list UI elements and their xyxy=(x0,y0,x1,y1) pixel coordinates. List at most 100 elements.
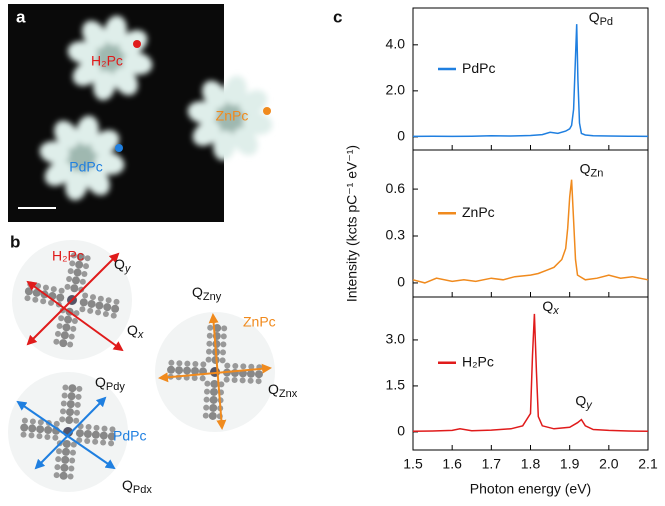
atom xyxy=(84,430,92,438)
x-tick-label: 1.6 xyxy=(442,456,462,472)
transition-label: Qx xyxy=(127,322,144,341)
tip-dot xyxy=(133,40,141,48)
atom xyxy=(167,366,175,374)
atom xyxy=(210,380,218,388)
molecule-label: ZnPc xyxy=(243,314,276,330)
spectrum-line xyxy=(413,24,648,136)
y-tick-label: 0.6 xyxy=(386,180,406,196)
atom xyxy=(28,424,36,432)
atom xyxy=(79,306,85,312)
atom xyxy=(76,394,82,400)
x-tick-label: 1.7 xyxy=(482,456,502,472)
atom xyxy=(70,326,76,332)
atom xyxy=(52,435,58,441)
sub: Zn xyxy=(591,168,604,180)
atom xyxy=(103,311,109,317)
sub: x xyxy=(137,329,144,341)
atom xyxy=(111,313,117,319)
plot-frame xyxy=(413,297,648,450)
atom xyxy=(255,370,263,378)
atom xyxy=(220,357,226,363)
atom xyxy=(102,426,108,432)
atom xyxy=(75,402,81,408)
atom xyxy=(68,473,74,479)
atom xyxy=(55,331,61,337)
atom xyxy=(82,293,88,299)
atom xyxy=(54,421,60,427)
atom xyxy=(224,363,230,369)
atom xyxy=(36,433,42,439)
atom xyxy=(74,410,80,416)
atom xyxy=(55,456,61,462)
x-tick-label: 2.1 xyxy=(638,456,658,472)
molecule-label: H₂Pc xyxy=(91,53,123,69)
atom xyxy=(95,302,103,310)
direction-label: [100] xyxy=(241,51,271,77)
y-tick-label: 0 xyxy=(397,423,405,439)
atom xyxy=(59,339,67,347)
atom xyxy=(68,466,74,472)
spectrum-line xyxy=(413,180,648,283)
atom xyxy=(100,440,106,446)
y-tick-label: 3.0 xyxy=(386,331,406,347)
atom xyxy=(256,378,262,384)
atom xyxy=(88,300,96,308)
tip-dot xyxy=(115,144,123,152)
atom xyxy=(207,333,213,339)
x-tick-label: 2.0 xyxy=(599,456,619,472)
atom xyxy=(66,276,72,282)
atom xyxy=(30,418,36,424)
tip-dot xyxy=(263,107,271,115)
atom xyxy=(210,388,218,396)
y-tick-label: 0.3 xyxy=(386,227,406,243)
peak-label: QPd xyxy=(589,9,613,28)
q: Q xyxy=(580,160,591,176)
atom xyxy=(86,424,92,430)
sub: Pd xyxy=(600,16,613,28)
atom xyxy=(209,412,217,420)
atom xyxy=(28,432,34,438)
atom xyxy=(62,448,70,456)
atom xyxy=(64,316,72,324)
q: Q xyxy=(268,381,279,397)
legend-label: ZnPc xyxy=(462,204,495,220)
molecule-label: PdPc xyxy=(113,428,146,444)
atom xyxy=(103,303,111,311)
peak-label: Qy xyxy=(575,392,593,411)
atom xyxy=(183,367,191,375)
q: Q xyxy=(542,298,553,314)
transition-label: QZnx xyxy=(268,381,298,400)
sub: y xyxy=(124,263,132,275)
atom xyxy=(68,392,76,400)
atom xyxy=(204,397,210,403)
plot-frame xyxy=(413,8,648,150)
atom xyxy=(25,287,33,295)
atom xyxy=(68,384,76,392)
atom xyxy=(69,334,75,340)
atom xyxy=(57,323,63,329)
atom xyxy=(43,285,49,291)
atom xyxy=(53,339,59,345)
atom xyxy=(80,298,88,306)
atom xyxy=(63,440,71,448)
atom xyxy=(206,349,212,355)
atom xyxy=(60,408,66,414)
atom xyxy=(175,366,183,374)
atom xyxy=(95,309,101,315)
atom xyxy=(232,377,238,383)
atom xyxy=(210,396,218,404)
atom xyxy=(62,392,68,398)
atom xyxy=(87,308,93,314)
atom xyxy=(74,269,82,277)
atom xyxy=(56,294,64,302)
panel-label: c xyxy=(333,7,342,26)
atom xyxy=(220,341,226,347)
peak-label: Qx xyxy=(542,298,559,317)
sub: Zny xyxy=(203,291,222,303)
atom xyxy=(209,404,217,412)
atom xyxy=(84,438,90,444)
atom xyxy=(90,294,96,300)
atom xyxy=(72,276,80,284)
atom xyxy=(32,297,38,303)
atom xyxy=(184,361,190,367)
